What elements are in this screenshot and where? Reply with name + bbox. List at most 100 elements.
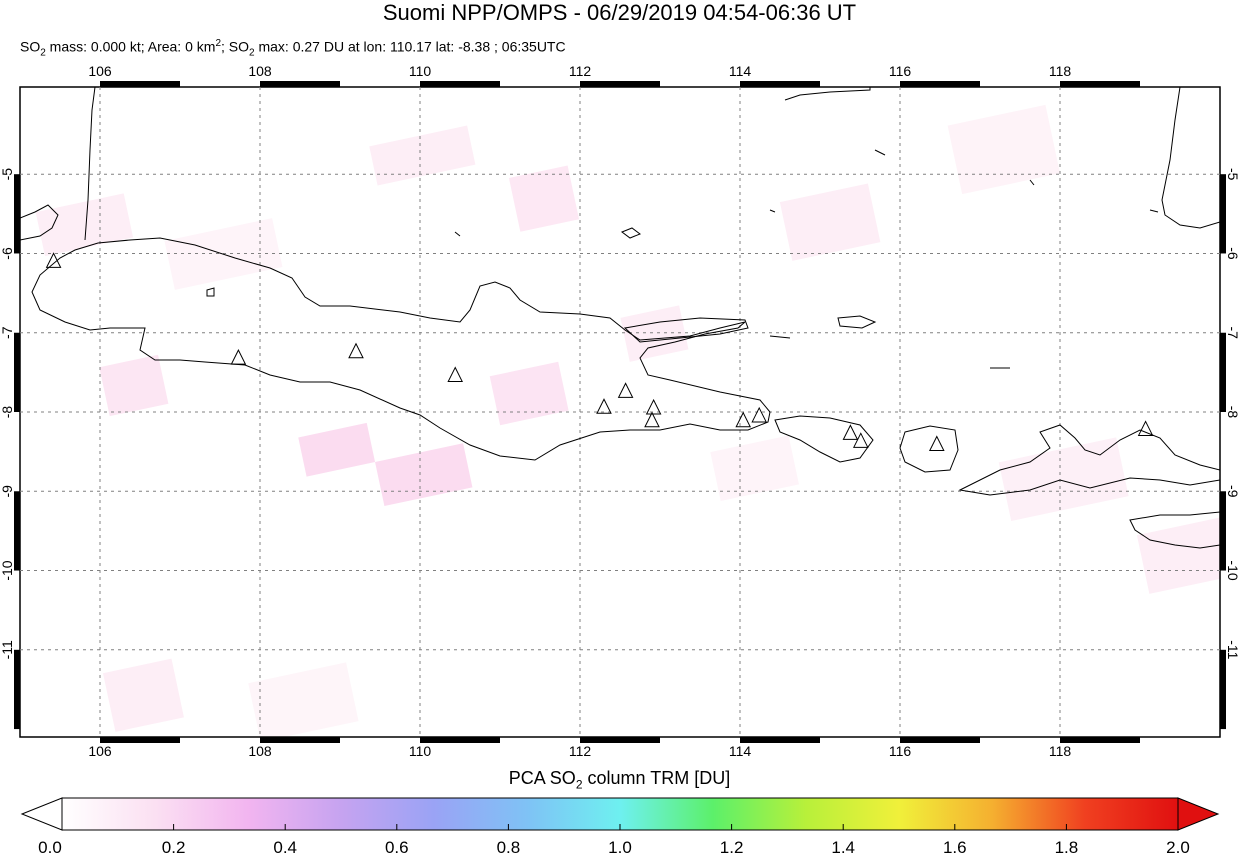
volcano-markers: [45, 252, 1154, 451]
coast-sulawesi: [1161, 87, 1220, 229]
colorbar-tick-label: 1.2: [720, 838, 744, 855]
triangle-icon: [447, 366, 464, 383]
lon-label-bottom: 106: [88, 743, 112, 759]
lon-label-bottom: 108: [248, 743, 272, 759]
colorbar-tick-label: 2.0: [1166, 838, 1190, 855]
map-subtitle: SO2 mass: 0.000 kt; Area: 0 km2; SO2 max…: [20, 38, 566, 59]
triangle-icon: [596, 398, 612, 414]
frame-tick-bar: [1220, 174, 1226, 254]
frame-tick-bar: [260, 737, 340, 743]
colorbar: 0.0 0.2 0.4 0.6 0.8 1.0 1.2 1.4 1.6 1.8 2.0: [20, 797, 1220, 855]
colorbar-tick-label: 0.8: [497, 838, 521, 855]
lat-label-left: -6: [0, 247, 15, 260]
triangle-icon: [842, 424, 859, 440]
coast-madura: [623, 317, 749, 343]
lat-label-right: -7: [1225, 327, 1239, 340]
coast-sumatra-north: [84, 87, 96, 241]
triangle-icon: [644, 411, 660, 428]
lon-label-top: 108: [248, 63, 272, 79]
axis-labels: 106 106 108 108 110 110 112 112 114 114 116 116 118 1…: [0, 63, 1239, 759]
frame-tick-bar: [420, 81, 500, 87]
lon-label-top: 112: [569, 63, 592, 79]
frame-tick-bar: [1220, 491, 1226, 571]
triangle-icon: [348, 342, 364, 359]
lat-label-left: -8: [0, 406, 15, 419]
coast-kangean: [837, 315, 877, 329]
frame-tick-bar: [420, 737, 500, 743]
lon-label-top: 118: [1049, 63, 1072, 79]
lat-label-right: -10: [1225, 560, 1239, 580]
lon-label-top: 116: [889, 63, 912, 79]
colorbar-tick-label: 0.6: [385, 838, 409, 855]
lon-label-bottom: 118: [1049, 743, 1072, 759]
colorbar-tick-label: 1.8: [1055, 838, 1079, 855]
map-frame: [19, 86, 1221, 738]
coast-kalimantan: [784, 87, 871, 101]
lon-label-bottom: 116: [889, 743, 912, 759]
triangle-icon: [45, 252, 62, 268]
graticule: [20, 87, 1220, 737]
colorbar-over-arrow: [1177, 797, 1220, 831]
lat-label-right: -5: [1225, 168, 1239, 181]
frame-tick-bar: [14, 332, 20, 412]
colorbar-under-arrow: [20, 797, 63, 831]
frame-tick-bar: [260, 81, 340, 87]
frame-tick-bar: [1060, 737, 1140, 743]
colorbar-title: PCA SO2 column TRM [DU]: [508, 768, 731, 792]
lat-label-left: -11: [0, 640, 15, 659]
colorbar-tick-label: 1.6: [943, 838, 967, 855]
lat-label-left: -7: [0, 326, 15, 339]
colorbar-tick-label: 0.2: [162, 838, 186, 855]
lon-label-top: 106: [88, 63, 112, 79]
coast-sumba: [1129, 511, 1220, 549]
lat-label-left: -10: [0, 560, 15, 580]
triangle-icon: [735, 411, 752, 428]
frame-tick-bar: [14, 649, 20, 730]
frame-tick-bar: [740, 737, 820, 743]
colorbar-tick-label: 1.4: [831, 838, 855, 855]
map-title: Suomi NPP/OMPS - 06/29/2019 04:54-06:36 …: [382, 0, 857, 25]
lon-label-top: 114: [729, 63, 752, 79]
coast-java: [31, 237, 771, 461]
coast-sumatra: [20, 204, 59, 241]
lat-label-right: -9: [1225, 485, 1239, 498]
frame-tick-bar: [100, 81, 180, 87]
triangle-icon: [230, 348, 247, 365]
so2-pixels: [35, 104, 1220, 737]
frame-tick-bar: [100, 737, 180, 743]
frame-tick-bar: [1220, 332, 1226, 412]
triangle-icon: [928, 435, 945, 451]
colorbar-tick-label: 1.0: [608, 838, 632, 855]
coast-bawean: [620, 227, 642, 239]
coastlines: [20, 87, 1220, 549]
colorbar-ticks: 0.0 0.2 0.4 0.6 0.8 1.0 1.2 1.4 1.6 1.8 2.0: [38, 824, 1190, 855]
triangle-icon: [645, 398, 662, 415]
coast-lombok: [899, 425, 959, 473]
lat-label-right: -6: [1225, 247, 1239, 260]
triangle-icon: [751, 406, 768, 423]
lon-label-bottom: 112: [569, 743, 592, 759]
coast-sumbawa: [958, 424, 1220, 496]
frame-tick-bar: [14, 491, 20, 571]
triangle-icon: [617, 382, 634, 398]
colorbar-tick-label: 0.4: [273, 838, 297, 855]
lat-label-left: -5: [0, 168, 15, 181]
coast-bali: [774, 415, 874, 463]
lon-label-top: 110: [409, 63, 432, 79]
lat-label-left: -9: [0, 485, 15, 498]
triangle-icon: [852, 432, 869, 448]
frame-tick-bar: [900, 81, 980, 87]
frame-tick-bar: [580, 737, 660, 743]
colorbar-tick-label: 0.0: [38, 838, 62, 855]
triangle-icon: [1137, 420, 1154, 436]
frame-tick-bar: [1060, 81, 1140, 87]
lon-label-bottom: 114: [729, 743, 752, 759]
frame-tick-bar: [1220, 649, 1226, 730]
frame-tick-bar: [900, 737, 980, 743]
frame-tick-bar: [14, 174, 20, 254]
coast-islets: [454, 149, 1159, 369]
lat-label-right: -8: [1225, 406, 1239, 419]
coast-karimun: [206, 287, 215, 297]
lat-label-right: -11: [1225, 640, 1239, 659]
frame-tick-bar: [740, 81, 820, 87]
